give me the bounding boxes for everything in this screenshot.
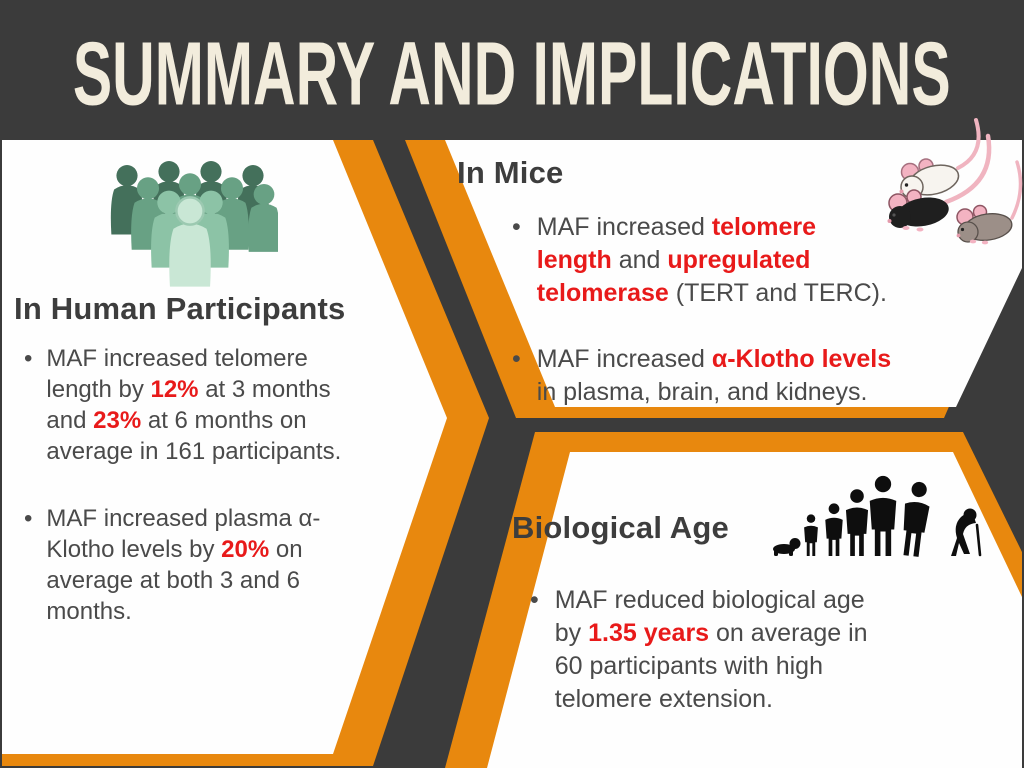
crowd-icon [110, 161, 278, 287]
black-mouse-tail [943, 133, 992, 205]
bullet-text: MAF increased α-Klotho levels in plasma,… [536, 345, 892, 406]
bullet-marker [512, 211, 521, 244]
gray-mouse-tail [1010, 160, 1023, 220]
bullet-item: MAF increased telomere length and upregu… [512, 211, 1017, 310]
mice-icon [887, 118, 1023, 245]
crowd-front-person [169, 196, 211, 287]
human-bullet-list: MAF increased telomere length by 12% at … [14, 343, 434, 627]
bullet-text: MAF increased telomere length and upregu… [536, 213, 887, 307]
bullet-item: MAF reduced biological age by 1.35 years… [530, 584, 1012, 716]
gray-mouse [956, 204, 1013, 245]
bullet-marker [512, 343, 521, 376]
section-mice-heading: In Mice [457, 155, 564, 190]
bullet-marker [24, 503, 32, 534]
aging-progression-icon [773, 475, 982, 558]
bioage-bullet-list: MAF reduced biological age by 1.35 years… [530, 584, 1012, 716]
bullet-text: MAF increased plasma α- Klotho levels by… [46, 505, 321, 625]
black-mouse [887, 189, 949, 232]
mice-panel [445, 140, 1022, 407]
aging-figures [773, 475, 982, 558]
section-mice: In Mice MAF increased telomere length an… [457, 155, 1017, 409]
bullet-item: MAF increased telomere length by 12% at … [24, 343, 434, 467]
section-human-heading: In Human Participants [14, 291, 346, 326]
white-mouse-tail [956, 118, 981, 170]
bullet-item: MAF increased α-Klotho levels in plasma,… [512, 343, 1017, 409]
bullet-text: MAF increased telomere length by 12% at … [46, 345, 342, 465]
bullet-marker [24, 343, 32, 374]
bullet-item: MAF increased plasma α- Klotho levels by… [24, 503, 434, 627]
elderly-figure [951, 508, 982, 557]
slide-title: SUMMARY AND IMPLICATIONS [73, 23, 951, 125]
section-biological-age: Biological Age MAF reduced biological ag… [512, 510, 1012, 716]
mice-bullet-list: MAF increased telomere length and upregu… [512, 211, 1017, 409]
slide-header: SUMMARY AND IMPLICATIONS [0, 0, 1024, 140]
left-panel [2, 140, 447, 754]
bullet-text: MAF reduced biological age by 1.35 years… [554, 586, 868, 713]
bullet-marker [530, 584, 539, 617]
baby-figure [773, 538, 801, 556]
section-human-participants: In Human Participants MAF increased telo… [14, 291, 434, 627]
section-bioage-heading: Biological Age [512, 510, 729, 545]
